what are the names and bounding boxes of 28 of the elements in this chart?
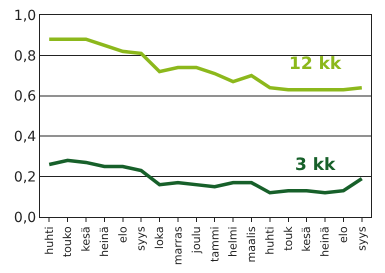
x-tick-label: elo (336, 226, 350, 243)
x-tick-label: maalis (245, 226, 258, 262)
line-series (47, 158, 364, 195)
line-series (47, 37, 364, 92)
x-tick-label: joulu (190, 226, 203, 254)
x-tick-label: kesä (80, 226, 93, 252)
x-tick-label: touk (282, 226, 295, 251)
y-tick-label: 0,2 (14, 170, 36, 186)
x-tick-label: loka (153, 226, 166, 250)
series-label: 12 kk (289, 54, 342, 74)
y-tick-label: 0,8 (14, 48, 36, 64)
y-tick-label: 0,0 (14, 210, 36, 226)
x-tick-label: kesä (300, 226, 314, 252)
x-tick-label: heinä (318, 226, 332, 257)
y-tick-label: 0,4 (14, 129, 36, 146)
x-tick-label: huhti (263, 226, 276, 255)
x-tick-label: helmi (226, 226, 240, 257)
x-tick-label: syys (355, 226, 368, 251)
x-tick-label: huhti (42, 226, 56, 255)
x-tick-label: heinä (98, 226, 111, 257)
x-tick-label: elo (116, 226, 130, 243)
x-tick-label: tammi (208, 226, 222, 262)
series-label: 3 kk (295, 155, 336, 175)
y-tick-label: 1,0 (14, 8, 36, 24)
x-tick-label: touko (61, 226, 74, 258)
x-tick-label: marras (171, 226, 184, 266)
y-tick-label: 0,6 (14, 88, 36, 105)
x-tick-label: syys (134, 226, 148, 251)
